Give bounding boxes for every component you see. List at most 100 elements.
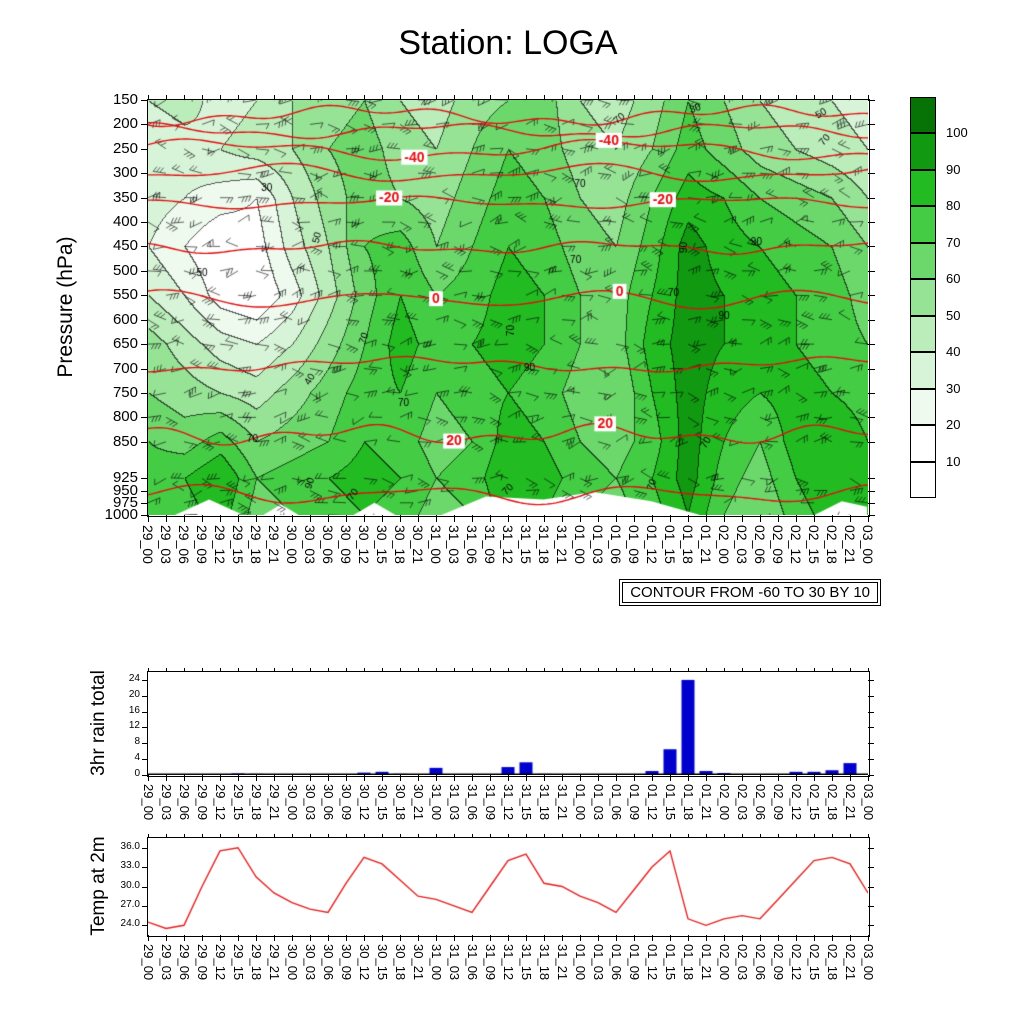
time-tick-mark	[292, 834, 293, 838]
time-tick-mark	[508, 95, 509, 100]
time-tick-mark	[382, 668, 383, 672]
colorbar-cell	[910, 206, 936, 243]
x-tick-label: 30_00	[284, 525, 300, 564]
time-tick-mark	[796, 834, 797, 838]
time-tick-mark	[526, 775, 527, 781]
time-tick-mark	[346, 95, 347, 100]
time-tick-mark	[238, 775, 239, 781]
time-tick-mark	[688, 668, 689, 672]
time-tick-mark	[724, 95, 725, 100]
time-tick-mark	[742, 834, 743, 838]
x-tick-label: 30_00	[284, 784, 300, 821]
time-tick-mark	[616, 95, 617, 100]
temp-y-tick-label: 30.0	[120, 879, 140, 891]
x-tick-label: 02_09	[770, 784, 786, 821]
colorbar-label: 30	[946, 380, 961, 396]
x-tick-label: 01_06	[608, 944, 624, 981]
time-tick-mark	[562, 95, 563, 100]
time-tick-mark	[256, 935, 257, 941]
pressure-tick-mark	[868, 148, 875, 150]
time-tick-mark	[148, 668, 149, 672]
x-tick-label: 29_18	[248, 784, 264, 821]
x-tick-label: 01_18	[680, 525, 696, 564]
x-tick-label: 30_00	[284, 944, 300, 981]
pressure-tick-mark	[141, 344, 148, 346]
time-tick-mark	[616, 668, 617, 672]
time-tick-mark	[454, 95, 455, 100]
x-tick-label: 02_12	[788, 784, 804, 821]
time-tick-mark	[526, 515, 527, 522]
time-tick-mark	[220, 834, 221, 838]
x-tick-label: 02_00	[716, 784, 732, 821]
time-tick-mark	[616, 834, 617, 838]
x-tick-label: 01_21	[698, 944, 714, 981]
time-tick-mark	[166, 775, 167, 781]
colorbar-label: 80	[946, 198, 961, 214]
rain-y-tick	[868, 775, 874, 776]
pressure-tick-label: 750	[112, 383, 138, 401]
temp-y-tick	[142, 867, 148, 869]
time-tick-mark	[418, 95, 419, 100]
time-tick-mark	[328, 515, 329, 522]
x-tick-label: 01_06	[608, 525, 624, 564]
time-tick-mark	[328, 834, 329, 838]
time-tick-mark	[724, 775, 725, 781]
time-tick-mark	[598, 515, 599, 522]
time-tick-mark	[400, 515, 401, 522]
x-tick-label: 02_00	[716, 944, 732, 981]
time-tick-mark	[184, 515, 185, 522]
time-tick-mark	[526, 834, 527, 838]
time-tick-mark	[490, 668, 491, 672]
time-tick-mark	[616, 515, 617, 522]
pressure-tick-mark	[868, 417, 875, 419]
time-tick-mark	[364, 668, 365, 672]
time-tick-mark	[220, 775, 221, 781]
time-tick-mark	[436, 95, 437, 100]
time-tick-mark	[706, 668, 707, 672]
colorbar-label: 50	[946, 307, 961, 323]
time-tick-mark	[760, 775, 761, 781]
time-tick-mark	[850, 95, 851, 100]
time-tick-mark	[310, 515, 311, 522]
time-tick-mark	[256, 834, 257, 838]
x-tick-label: 31_12	[500, 784, 516, 821]
time-tick-mark	[868, 95, 869, 100]
time-tick-mark	[760, 935, 761, 941]
colorbar-cell	[910, 242, 936, 280]
time-tick-mark	[400, 95, 401, 100]
time-tick-mark	[490, 95, 491, 100]
rain-y-tick	[142, 727, 148, 729]
time-tick-mark	[544, 515, 545, 522]
time-tick-mark	[652, 515, 653, 522]
x-tick-label: 31_12	[500, 944, 516, 981]
x-tick-label: 01_00	[572, 944, 588, 981]
pressure-tick-mark	[141, 100, 148, 101]
time-tick-mark	[832, 515, 833, 522]
x-tick-label: 30_09	[338, 944, 354, 981]
pressure-tick-mark	[141, 124, 148, 126]
temp-y-tick-label: 33.0	[120, 860, 140, 872]
x-tick-label: 02_15	[806, 525, 822, 564]
time-tick-mark	[850, 935, 851, 941]
time-tick-mark	[256, 515, 257, 522]
time-tick-mark	[526, 95, 527, 100]
pressure-tick-mark	[141, 173, 148, 175]
x-tick-label: 01_06	[608, 784, 624, 821]
time-tick-mark	[652, 834, 653, 838]
pressure-tick-mark	[141, 148, 148, 150]
pressure-tick-mark	[868, 173, 875, 175]
time-tick-mark	[760, 668, 761, 672]
x-tick-label: 01_15	[662, 944, 678, 981]
pressure-tick-mark	[868, 441, 875, 443]
x-tick-label: 01_09	[626, 944, 642, 981]
rain-y-tick	[868, 711, 874, 713]
time-tick-mark	[382, 775, 383, 781]
x-tick-label: 30_21	[410, 944, 426, 981]
time-tick-mark	[328, 668, 329, 672]
time-tick-mark	[796, 775, 797, 781]
time-tick-mark	[778, 95, 779, 100]
x-tick-label: 02_12	[788, 525, 804, 564]
time-tick-mark	[742, 668, 743, 672]
temp-y-tick	[868, 925, 874, 927]
